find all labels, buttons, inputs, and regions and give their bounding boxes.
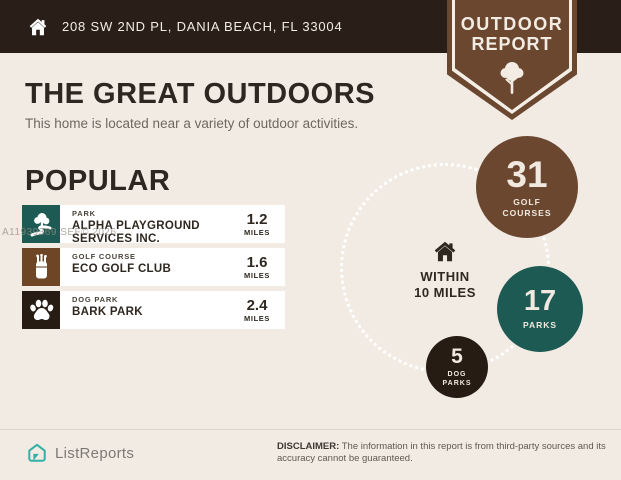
disclaimer-text: DISCLAIMER: The information in this repo… [277, 441, 607, 465]
park-icon-tile [22, 205, 60, 243]
park-tree-icon [30, 213, 52, 237]
golf-icon-tile [22, 248, 60, 286]
home-icon [29, 18, 47, 35]
mls-watermark: A11939369 SEF© 2026 [2, 227, 117, 238]
footer-divider [0, 429, 621, 430]
stat-value: 5 [451, 344, 463, 368]
outdoor-report-badge: OUTDOOR REPORT [447, 0, 577, 120]
dog-park-icon-tile [22, 291, 60, 329]
stat-label: PARKS [522, 320, 558, 331]
item-distance: 1.6 [246, 254, 268, 271]
popular-heading: POPULAR [25, 165, 171, 197]
item-category: GOLF COURSE [72, 252, 136, 261]
stat-label: GOLF COURSES [502, 196, 552, 218]
item-name: BARK PARK [72, 306, 143, 318]
stat-parks: 17 PARKS [497, 266, 583, 352]
item-name: ALPHA PLAYGROUND SERVICES INC. [72, 220, 200, 243]
listreports-brand: ListReports [27, 443, 134, 463]
disclaimer-body: The information in this report is from t… [277, 441, 606, 464]
page-title: THE GREAT OUTDOORS [25, 78, 376, 110]
stat-label: DOG PARKS [442, 370, 472, 387]
disclaimer-label: DISCLAIMER: [277, 441, 340, 452]
item-distance: 1.2 [246, 211, 268, 228]
radius-line2: 10 MILES [414, 285, 476, 300]
stat-dog-parks: 5 DOG PARKS [426, 336, 488, 398]
brand-name: ListReports [55, 444, 135, 462]
list-item-dog-park: DOG PARK BARK PARK 2.4 MILES [22, 291, 285, 329]
item-distance: 2.4 [246, 297, 268, 314]
badge-title-line2: REPORT [471, 34, 553, 54]
radius-label: WITHIN 10 MILES [395, 240, 495, 301]
listreports-logo-icon [28, 443, 46, 462]
item-category: PARK [72, 209, 96, 218]
stat-value: 17 [523, 285, 557, 318]
item-name: ECO GOLF CLUB [72, 263, 172, 275]
page-subtitle: This home is located near a variety of o… [25, 116, 359, 131]
badge-title-line1: OUTDOOR [460, 14, 564, 34]
item-category: DOG PARK [72, 295, 119, 304]
home-icon [434, 241, 456, 262]
radius-line1: WITHIN [420, 269, 470, 284]
stat-golf-courses: 31 GOLF COURSES [476, 136, 578, 238]
item-distance-unit: MILES [244, 228, 270, 237]
item-distance-unit: MILES [244, 271, 270, 280]
list-item-park: PARK ALPHA PLAYGROUND SERVICES INC. 1.2 … [22, 205, 285, 243]
golf-bag-icon [36, 254, 47, 279]
property-address: 208 SW 2ND PL, DANIA BEACH, FL 33004 [62, 19, 343, 34]
tree-icon [500, 62, 524, 94]
popular-list: PARK ALPHA PLAYGROUND SERVICES INC. 1.2 … [22, 205, 285, 334]
list-item-golf-course: GOLF COURSE ECO GOLF CLUB 1.6 MILES [22, 248, 285, 286]
paw-icon [29, 299, 53, 320]
item-distance-unit: MILES [244, 314, 270, 323]
stat-value: 31 [506, 153, 548, 195]
